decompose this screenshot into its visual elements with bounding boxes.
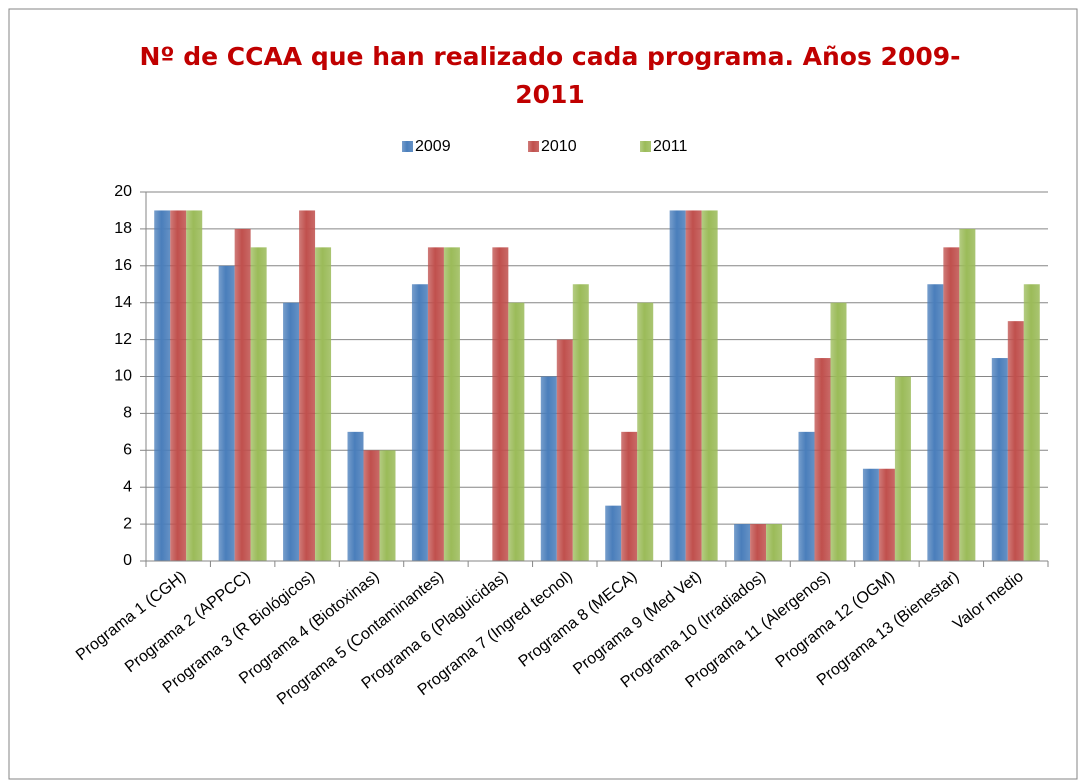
bar <box>734 524 751 561</box>
bar <box>685 210 702 561</box>
bar <box>894 376 911 561</box>
bar <box>154 210 171 561</box>
bar <box>814 358 831 561</box>
chart-title: Nº de CCAA que han realizado cada progra… <box>139 42 961 109</box>
bar <box>637 302 654 561</box>
y-tick-label: 18 <box>114 220 132 237</box>
bar <box>250 247 267 561</box>
y-tick-label: 16 <box>114 257 132 274</box>
bar <box>363 450 380 561</box>
bar <box>927 284 944 561</box>
bar <box>621 431 638 561</box>
bar <box>750 524 767 561</box>
bar <box>540 376 557 561</box>
bar <box>411 284 428 561</box>
bar <box>943 247 960 561</box>
bar <box>766 524 783 561</box>
y-tick-label: 10 <box>114 368 132 385</box>
bar <box>218 265 235 561</box>
bar <box>605 505 622 561</box>
bar <box>347 431 364 561</box>
bar <box>959 228 976 561</box>
bar <box>492 247 509 561</box>
legend-label: 2010 <box>541 138 577 155</box>
bar <box>1007 321 1024 561</box>
legend-label: 2011 <box>653 138 688 155</box>
bar <box>862 468 879 561</box>
bar <box>427 247 444 561</box>
bar <box>572 284 589 561</box>
bar <box>798 431 815 561</box>
bar <box>508 302 525 561</box>
y-tick-label: 2 <box>123 515 132 532</box>
bar <box>701 210 718 561</box>
y-tick-label: 4 <box>123 478 132 495</box>
bar <box>669 210 686 561</box>
bar <box>878 468 895 561</box>
bar <box>170 210 187 561</box>
y-tick-label: 12 <box>114 331 132 348</box>
bar <box>443 247 460 561</box>
bar <box>556 339 573 561</box>
y-tick-label: 0 <box>123 552 132 569</box>
legend-swatch <box>528 141 539 152</box>
bar <box>1023 284 1040 561</box>
bar <box>186 210 203 561</box>
y-tick-label: 6 <box>123 442 132 459</box>
legend-swatch <box>640 141 651 152</box>
bar <box>234 228 251 561</box>
legend-swatch <box>402 141 413 152</box>
y-tick-label: 8 <box>123 405 132 422</box>
y-tick-label: 14 <box>114 294 132 311</box>
bar <box>315 247 332 561</box>
bar <box>991 358 1008 561</box>
bar <box>830 302 847 561</box>
y-tick-label: 20 <box>114 183 132 200</box>
legend-label: 2009 <box>415 138 451 155</box>
bar <box>379 450 396 561</box>
bar <box>299 210 316 561</box>
bar <box>283 302 300 561</box>
